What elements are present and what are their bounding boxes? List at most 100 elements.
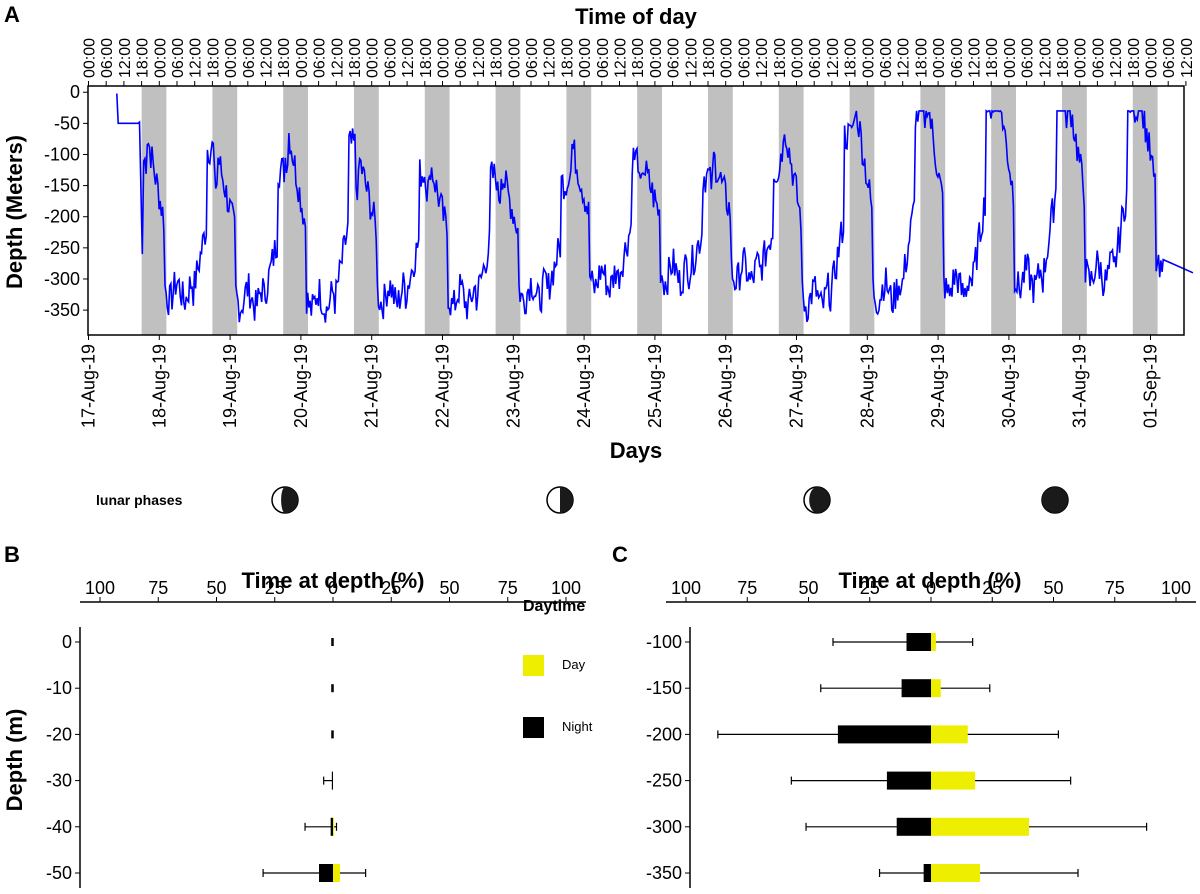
night-band [283,86,308,335]
y-tick-label: -10 [46,678,72,698]
full-moon-icon [1041,486,1069,514]
time-tick-label: 06:00 [312,38,329,78]
panel-c-letter: C [612,542,628,567]
time-tick-label: 06:00 [453,38,470,78]
moon-shadow [560,487,573,513]
time-tick-label: 18:00 [630,38,647,78]
x-tick-label: 100 [85,578,115,598]
time-tick-label: 18:00 [347,38,364,78]
time-tick-label: 18:00 [489,38,506,78]
x-tick-label: 0 [328,578,338,598]
panel-b-letter: B [4,542,20,567]
time-tick-label: 12:00 [259,38,276,78]
days-axis-label: Days [610,438,663,463]
time-tick-label: 06:00 [736,38,753,78]
x-tick-label: 75 [737,578,757,598]
depth-y-ticks: 0 -50 -100 -150 -200 -250 -300 -350 [44,82,88,320]
time-tick-label: 06:00 [170,38,187,78]
x-tick-label: 25 [982,578,1002,598]
time-tick-label: 00:00 [294,38,311,78]
depth-tick-label: -100 [44,144,80,164]
nearly-full-moon-icon [803,486,831,514]
day-tick-label: 29-Aug-19 [928,344,948,428]
panel-b-y-ticks: 0 -10 -20 -30 -40 -50 [46,627,81,888]
legend-night-swatch [523,717,544,738]
day-bar [931,817,1029,836]
x-tick-label: 50 [439,578,459,598]
day-tick-label: 19-Aug-19 [220,344,240,428]
first-quarter-waxing-moon-icon [271,486,299,514]
time-tick-label: 18:00 [772,38,789,78]
day-tick-label: 01-Sep-19 [1141,344,1161,428]
time-tick-label: 18:00 [843,38,860,78]
time-tick-label: 18:00 [276,38,293,78]
x-tick-label: 75 [498,578,518,598]
night-band [849,86,875,335]
day-tick-label: 28-Aug-19 [857,344,877,428]
y-tick-label: 0 [62,632,72,652]
time-tick-label: 12:00 [613,38,630,78]
time-tick-label: 00:00 [152,38,169,78]
time-tick-label: 06:00 [99,38,116,78]
depth-meters-axis-label: Depth (Meters) [2,135,27,289]
time-tick-label: 18:00 [701,38,718,78]
time-tick-label: 12:00 [683,38,700,78]
time-tick-label: 12:00 [400,38,417,78]
day-tick-label: 18-Aug-19 [149,344,169,428]
time-tick-label: 12:00 [754,38,771,78]
time-tick-label: 12:00 [967,38,984,78]
night-band [495,86,521,335]
night-band [991,86,1016,335]
depth-timeseries-panel: Time of day 00:00 06:00 12:00 18:00 00:00 06:… [2,4,1196,463]
time-tick-label: 12:00 [1037,38,1054,78]
day-ticks: 17-Aug-19 18-Aug-19 19-Aug-19 20-Aug-19 21-A… [79,335,1161,428]
x-tick-label: 25 [381,578,401,598]
lunar-phase-icons [271,486,1069,514]
panel-b-x-title: Time at depth (%) [242,568,425,593]
x-tick-label: 25 [860,578,880,598]
night-bar [901,679,931,698]
day-tick-label: 22-Aug-19 [433,344,453,428]
day-tick-label: 26-Aug-19 [716,344,736,428]
legend-day-label: Day [562,657,586,672]
day-tick-label: 24-Aug-19 [574,344,594,428]
plot-frame [87,85,1185,336]
y-tick-label: -20 [46,724,72,744]
legend-night-label: Night [562,719,593,734]
time-tick-label: 12:00 [896,38,913,78]
x-tick-label: 75 [1105,578,1125,598]
x-tick-label: 100 [671,578,701,598]
time-tick-label: 00:00 [860,38,877,78]
panel-b-bars [262,638,367,882]
night-bar [906,633,931,651]
time-tick-label: 18:00 [984,38,1001,78]
time-tick-label: 00:00 [1073,38,1090,78]
depth-tick-label: -350 [44,300,80,320]
x-tick-label: 75 [148,578,168,598]
time-tick-label: 18:00 [418,38,435,78]
y-tick-label: -300 [646,817,682,837]
y-tick-label: -200 [646,724,682,744]
moon-shadow [1042,487,1068,513]
time-tick-label: 12:00 [188,38,205,78]
time-tick-label: 12:00 [825,38,842,78]
night-shading-bands [141,86,1158,335]
night-bar [837,725,931,744]
time-tick-label: 00:00 [1002,38,1019,78]
time-tick-label: 18:00 [135,38,152,78]
time-tick-label: 06:00 [878,38,895,78]
day-bar [333,864,340,882]
day-tick-label: 20-Aug-19 [291,344,311,428]
depth-tick-label: -150 [44,176,80,196]
panel-a-letter: A [4,2,20,27]
time-tick-label: 00:00 [1144,38,1161,78]
x-tick-label: 25 [265,578,285,598]
time-tick-label: 06:00 [949,38,966,78]
time-tick-label: 18:00 [1126,38,1143,78]
time-tick-label: 18:00 [205,38,222,78]
x-tick-label: 50 [206,578,226,598]
time-tick-label: 06:00 [595,38,612,78]
y-tick-label: -100 [646,632,682,652]
day-tick-label: 27-Aug-19 [787,344,807,428]
time-tick-label: 06:00 [666,38,683,78]
